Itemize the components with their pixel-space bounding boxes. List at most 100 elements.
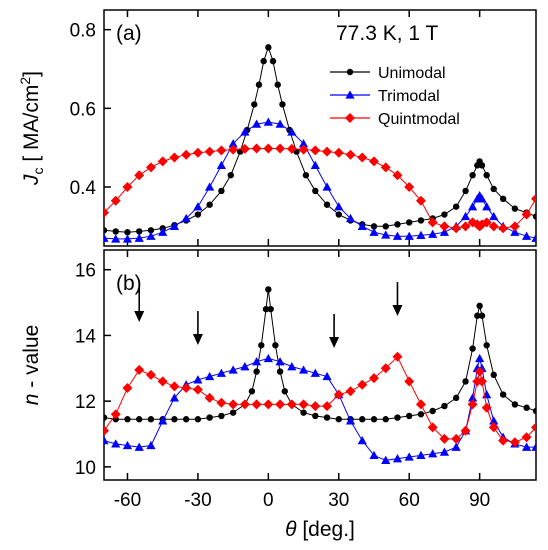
data-point: [263, 117, 273, 126]
data-point: [415, 195, 426, 206]
data-point: [146, 440, 156, 450]
data-point: [451, 223, 462, 234]
data-point: [394, 221, 401, 228]
y-tick-label: 0.6: [70, 99, 96, 120]
data-point: [104, 425, 109, 436]
data-point: [345, 213, 356, 223]
data-point: [122, 234, 133, 243]
series-quintmodal: [104, 351, 536, 448]
data-point: [345, 386, 356, 397]
data-point: [439, 433, 450, 444]
data-point: [205, 371, 215, 381]
data-point: [194, 211, 202, 218]
data-point: [416, 230, 426, 240]
data-point: [498, 223, 509, 234]
data-point: [272, 342, 279, 349]
data-point: [298, 139, 309, 148]
data-point: [532, 407, 536, 415]
series-trimodal: [104, 353, 536, 464]
arrow-marker: [392, 282, 403, 316]
data-point: [392, 170, 403, 181]
data-point: [469, 172, 476, 179]
data-point: [134, 233, 144, 242]
data-point: [334, 202, 344, 211]
data-point: [499, 195, 507, 202]
panel-b: 10 12 14 16 (b) n - value: [20, 249, 537, 481]
x-axis-title: θ [deg.]: [285, 518, 355, 541]
data-point: [469, 345, 476, 352]
data-point: [333, 389, 344, 400]
data-point: [369, 227, 379, 236]
panel-label-b: (b): [116, 272, 142, 295]
data-point: [258, 342, 265, 349]
data-point: [357, 379, 368, 390]
data-point: [488, 422, 499, 433]
y-tick-label: 0.4: [70, 178, 97, 199]
data-point: [312, 412, 319, 420]
data-point: [481, 402, 492, 413]
data-point: [204, 392, 215, 403]
data-point: [287, 127, 297, 136]
data-point: [240, 127, 250, 136]
data-point: [169, 152, 180, 163]
data-point: [253, 368, 260, 375]
data-point: [262, 305, 270, 313]
data-point: [511, 401, 519, 408]
data-point: [104, 435, 109, 445]
data-point: [181, 383, 192, 393]
data-point: [110, 195, 121, 206]
data-point: [490, 371, 497, 379]
data-point: [158, 416, 168, 425]
data-point: [286, 143, 297, 154]
data-point: [428, 449, 438, 458]
x-tick-labels: -60 -30 0 30 60 90: [114, 490, 490, 511]
data-point: [275, 119, 285, 128]
data-point: [122, 440, 133, 450]
y-ticks-b: 10 12 14 16: [75, 261, 111, 479]
series-line: [104, 45, 536, 233]
data-point: [429, 407, 436, 415]
data-point: [381, 230, 391, 239]
data-point: [439, 221, 450, 232]
data-point: [427, 217, 438, 228]
x-tick-label: 30: [328, 490, 349, 511]
plot-frame-a: [103, 9, 537, 247]
data-point: [369, 373, 379, 384]
data-point: [267, 305, 274, 313]
data-point: [310, 160, 320, 170]
data-point: [228, 399, 239, 410]
data-point: [263, 143, 274, 154]
y-ticks-a: 0.4 0.6 0.8: [70, 21, 111, 199]
legend-label: Quintmodal: [378, 111, 460, 128]
data-point: [265, 286, 272, 293]
data-point: [370, 223, 378, 230]
data-point: [427, 422, 438, 433]
y-tick-label: 16: [75, 261, 96, 282]
data-point: [145, 369, 156, 380]
data-point: [252, 119, 262, 128]
data-point: [322, 146, 333, 157]
data-point: [404, 182, 415, 192]
data-point: [521, 432, 532, 443]
data-point: [312, 187, 319, 195]
data-point: [147, 416, 155, 423]
data-point: [333, 147, 344, 158]
data-point: [476, 302, 483, 310]
legend-marker: [346, 68, 354, 76]
data-point: [181, 213, 191, 223]
data-point: [205, 182, 215, 191]
data-point: [310, 368, 320, 377]
data-point: [382, 223, 389, 230]
data-point: [157, 156, 168, 167]
legend-item: Unimodal: [330, 65, 446, 82]
data-point: [287, 362, 297, 371]
data-point: [251, 143, 262, 154]
data-point: [478, 312, 486, 319]
data-point: [275, 357, 285, 366]
data-point: [274, 81, 281, 88]
data-point: [171, 416, 178, 423]
y-tick-label: 0.8: [70, 21, 96, 42]
series-b: [104, 286, 536, 464]
data-point: [522, 442, 532, 451]
data-point: [310, 401, 321, 412]
